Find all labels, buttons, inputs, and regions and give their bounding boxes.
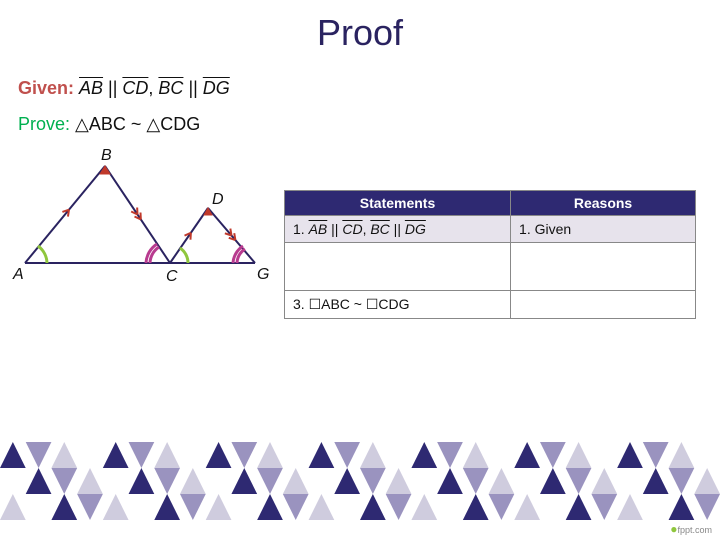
svg-text:A: A [12,266,24,283]
reason-3 [511,291,696,319]
table-row [285,243,696,291]
svg-text:D: D [212,191,224,208]
table-row: 1. AB || CD, BC || DG 1. Given [285,216,696,243]
col-statements: Statements [285,191,511,216]
given-line: Given: AB || CD, BC || DG [18,78,230,99]
given-text: AB || CD, BC || DG [79,78,230,98]
prove-label: Prove: [18,114,70,134]
stmt-2 [285,243,511,291]
stmt-3: 3. ☐ABC ~ ☐CDG [285,291,511,319]
table-row: 3. ☐ABC ~ ☐CDG [285,291,696,319]
prove-text: △ABC ~ △CDG [75,114,200,134]
col-reasons: Reasons [511,191,696,216]
decorative-pattern [0,442,720,520]
stmt-1: 1. AB || CD, BC || DG [285,216,511,243]
reason-2 [511,243,696,291]
given-label: Given: [18,78,74,98]
prove-line: Prove: △ABC ~ △CDG [18,114,200,135]
reason-1: 1. Given [511,216,696,243]
svg-text:B: B [101,148,112,164]
page-title: Proof [0,0,720,54]
svg-text:C: C [166,268,178,285]
proof-table: Statements Reasons 1. AB || CD, BC || DG… [284,190,696,319]
footer-logo: ●fppt.com [670,522,712,536]
triangle-figure: A B C D G [10,148,270,298]
svg-text:G: G [257,266,269,283]
